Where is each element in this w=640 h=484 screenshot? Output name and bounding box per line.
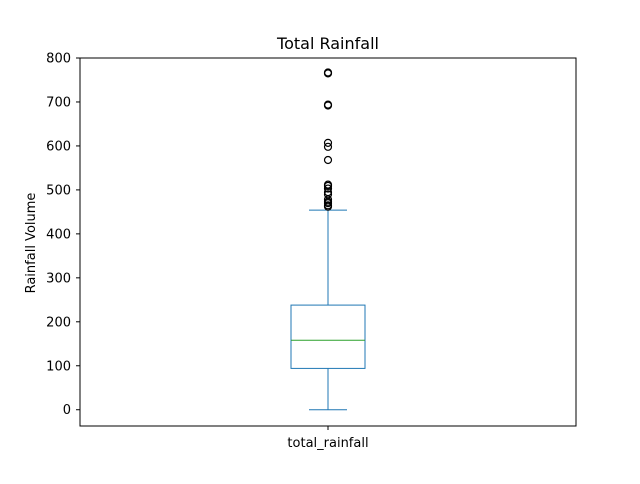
y-axis-label: Rainfall Volume: [24, 193, 39, 294]
outlier-point: [323, 201, 333, 210]
y-tick-label: 700: [46, 95, 71, 110]
y-axis-ticks: 0 100 200 300 400 500 600 700 800: [46, 52, 80, 418]
y-tick-label: 600: [46, 139, 71, 154]
outlier-point: [323, 155, 333, 165]
outlier-point: [323, 142, 333, 151]
y-tick-label: 200: [46, 315, 71, 330]
y-tick-label: 500: [46, 183, 71, 198]
axes-frame: [79, 57, 577, 427]
outlier-point: [323, 138, 333, 147]
y-tick-label: 800: [46, 52, 71, 67]
y-tick-label: 0: [63, 403, 71, 418]
outlier-point: [323, 100, 333, 109]
chart-title: Total Rainfall: [276, 34, 379, 53]
outlier-point: [323, 184, 333, 193]
outlier-point: [323, 190, 333, 199]
x-axis-ticks: total_rainfall: [287, 426, 369, 451]
plot-marks: [290, 68, 366, 411]
x-tick-label: total_rainfall: [287, 436, 368, 451]
outlier-point: [323, 180, 333, 189]
y-tick-label: 300: [46, 271, 71, 286]
outlier-point: [323, 68, 333, 77]
y-tick-label: 400: [46, 227, 71, 242]
y-tick-label: 100: [46, 359, 71, 374]
box-iqr: [290, 304, 366, 369]
